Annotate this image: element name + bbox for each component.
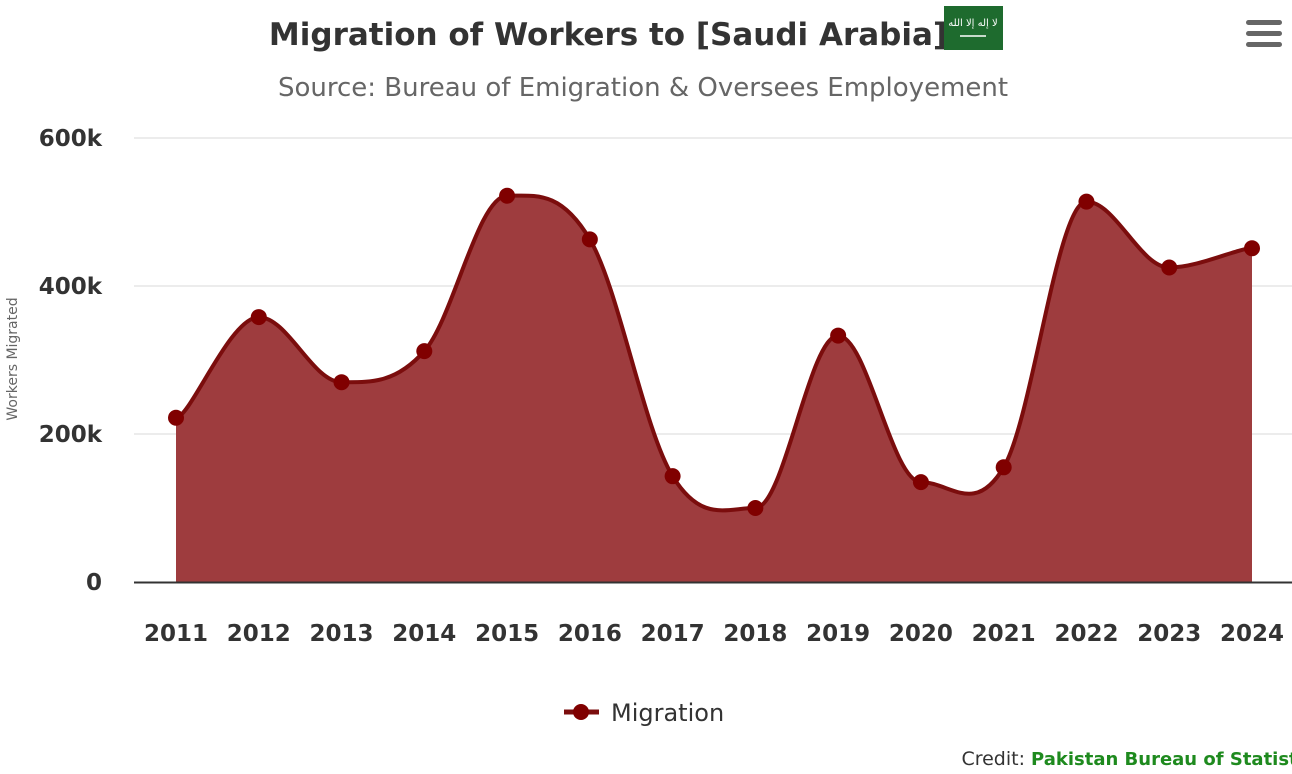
x-tick-label: 2023: [1137, 621, 1201, 647]
y-tick-label: 200k: [39, 422, 103, 448]
data-points: [168, 187, 1260, 516]
chart-subtitle: Source: Bureau of Emigration & Oversees …: [278, 73, 1008, 103]
x-tick-label: 2020: [889, 621, 953, 647]
data-point-2011[interactable]: [168, 409, 184, 426]
data-point-2019[interactable]: [830, 327, 847, 344]
data-point-2023[interactable]: [1161, 259, 1178, 276]
data-point-2017[interactable]: [664, 468, 681, 485]
y-axis-ticks: 0 200k 400k 600k: [39, 126, 103, 596]
legend-label[interactable]: Migration: [611, 699, 724, 727]
x-tick-label: 2018: [723, 621, 787, 647]
data-point-2016[interactable]: [581, 231, 598, 248]
data-point-2022[interactable]: [1078, 193, 1095, 210]
series-area: [176, 195, 1252, 582]
y-tick-label: 400k: [39, 274, 103, 300]
x-tick-label: 2022: [1054, 621, 1118, 647]
y-tick-label: 0: [86, 570, 102, 596]
x-tick-label: 2017: [641, 621, 705, 647]
x-tick-label: 2019: [806, 621, 870, 647]
credit-label: Credit:: [961, 748, 1025, 770]
x-tick-label: 2021: [972, 621, 1036, 647]
y-axis-label: Workers Migrated: [5, 297, 21, 420]
chart-title: Migration of Workers to [Saudi Arabia]: [269, 17, 947, 53]
data-point-2013[interactable]: [333, 374, 350, 391]
legend-symbol: [564, 704, 599, 720]
x-axis-ticks: 2011 2012 2013 2014 2015 2016 2017 2018 2019 2020…: [144, 621, 1284, 647]
x-tick-label: 2024: [1220, 621, 1284, 647]
data-point-2015[interactable]: [499, 187, 516, 204]
y-tick-label: 600k: [39, 126, 103, 152]
x-tick-label: 2011: [144, 621, 208, 647]
data-point-2014[interactable]: [416, 343, 433, 360]
legend[interactable]: Migration: [564, 699, 724, 727]
series-line: [175, 193, 1253, 513]
credit-source-link[interactable]: Pakistan Bureau of Statistics: [1031, 749, 1292, 770]
data-point-2018[interactable]: [747, 500, 764, 516]
x-tick-label: 2012: [227, 621, 291, 647]
data-point-2024[interactable]: [1244, 240, 1260, 257]
svg-text:ﻻ إله إلا الله: ﻻ إله إلا الله: [948, 18, 997, 29]
series-migration: [175, 193, 1253, 582]
x-tick-label: 2013: [310, 621, 374, 647]
x-tick-label: 2014: [392, 621, 456, 647]
data-point-2021[interactable]: [995, 459, 1012, 476]
x-tick-label: 2016: [558, 621, 622, 647]
data-point-2020[interactable]: [912, 474, 929, 491]
hamburger-menu-icon[interactable]: [1240, 14, 1284, 54]
x-tick-label: 2015: [475, 621, 539, 647]
saudi-flag-icon: ﻻ إله إلا الله: [944, 6, 1003, 50]
data-point-2012[interactable]: [250, 309, 267, 326]
